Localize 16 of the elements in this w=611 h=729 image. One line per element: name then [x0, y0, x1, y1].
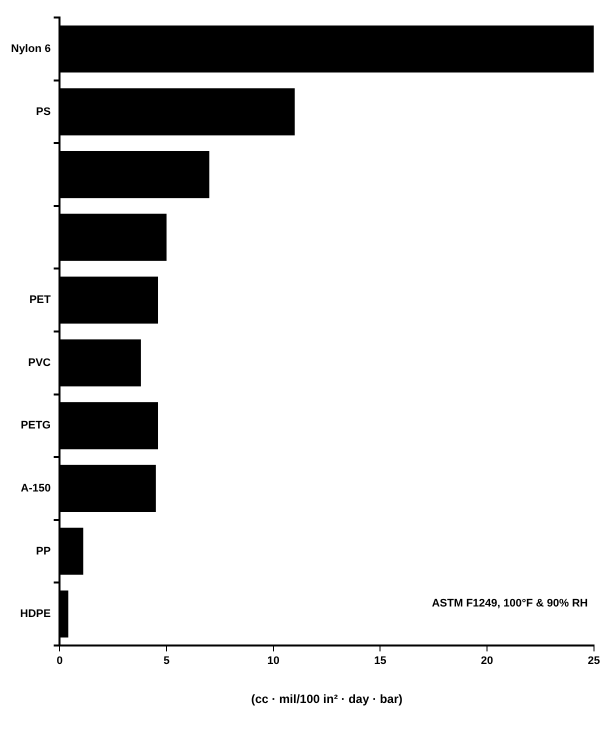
annotation: ASTM F1249, 100°F & 90% RH: [432, 597, 588, 610]
x-tick-label: 10: [267, 655, 280, 668]
x-tick-label: 20: [480, 655, 494, 668]
y-tick-label: PP: [36, 545, 51, 558]
y-tick-label: PETG: [20, 420, 51, 432]
y-tick-label: HDPE: [20, 608, 51, 620]
x-axis-title: (cc · mil/100 in² · day · bar): [251, 692, 402, 706]
y-tick-label: PET: [29, 294, 51, 306]
y-tick-label: Nylon 6: [10, 43, 51, 56]
x-tick-label: 0: [56, 655, 63, 668]
x-tick-label: 25: [588, 655, 600, 668]
x-tick-label: 5: [164, 655, 170, 668]
y-tick-label: PS: [36, 106, 51, 118]
y-tick-label: A-150: [20, 482, 51, 494]
y-tick-label: PVC: [28, 356, 51, 369]
x-tick-label: 15: [374, 655, 386, 668]
